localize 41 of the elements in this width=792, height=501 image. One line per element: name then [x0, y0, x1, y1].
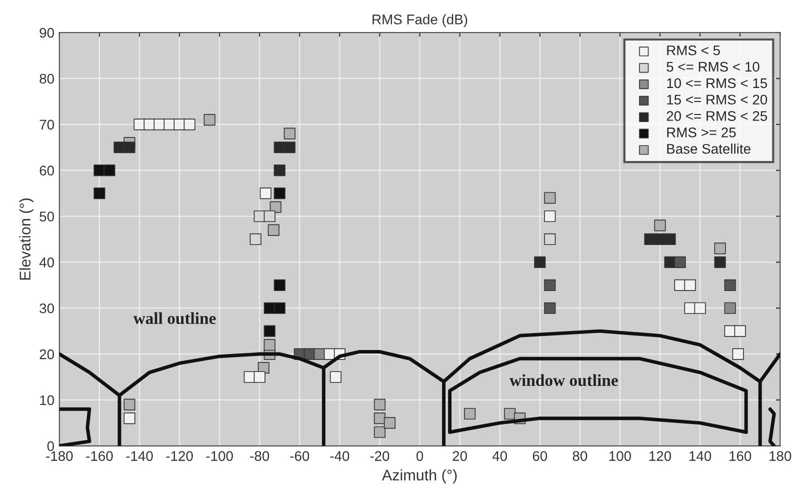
legend-label: 10 <= RMS < 15 [667, 78, 768, 88]
y-tick-label: 0 [47, 441, 54, 452]
y-axis-title: Elevation (°) [19, 198, 34, 280]
y-tick-label: 10 [40, 395, 54, 406]
x-tick-label: 80 [572, 451, 588, 461]
x-tick-label: 20 [452, 451, 467, 461]
x-tick-label: 120 [649, 451, 672, 461]
annotation: window outline [510, 374, 618, 386]
y-tick-label: 80 [40, 74, 54, 84]
legend-label: RMS >= 25 [667, 128, 736, 138]
x-tick-label: 40 [492, 451, 508, 461]
x-tick-label: -80 [250, 451, 270, 461]
x-tick-label: 0 [416, 451, 424, 461]
x-tick-label: -180 [46, 451, 73, 461]
y-tick-label: 40 [39, 258, 54, 268]
y-tick-label: 50 [40, 212, 54, 222]
x-tick-label: 180 [770, 451, 792, 461]
x-tick-label: 160 [730, 451, 752, 461]
y-tick-label: 20 [40, 349, 54, 360]
chart-title: RMS Fade (dB) [372, 14, 468, 28]
x-tick-label: -140 [126, 451, 153, 461]
legend-label: Base Satellite [667, 144, 750, 154]
x-axis-title: Azimuth (°) [382, 469, 457, 484]
x-tick-label: -60 [290, 451, 310, 461]
x-tick-label: 100 [609, 451, 632, 461]
y-tick-label: 90 [40, 28, 54, 38]
legend-label: 20 <= RMS < 25 [666, 111, 768, 121]
x-tick-label: 60 [532, 451, 548, 461]
x-tick-label: -20 [370, 451, 390, 461]
x-tick-label: -40 [330, 451, 350, 461]
x-tick-label: 140 [690, 451, 712, 461]
y-tick-label: 30 [40, 303, 54, 314]
x-tick-label: -120 [166, 451, 193, 461]
legend-label: 5 <= RMS < 10 [666, 62, 760, 72]
x-tick-label: -160 [86, 451, 113, 461]
y-tick-label: 70 [40, 120, 54, 130]
y-tick-label: 60 [40, 166, 54, 176]
x-tick-label: -100 [206, 451, 233, 461]
legend-label: 15 <= RMS < 20 [667, 94, 768, 105]
annotation: wall outline [133, 312, 216, 324]
legend-label: RMS < 5 [667, 45, 720, 56]
